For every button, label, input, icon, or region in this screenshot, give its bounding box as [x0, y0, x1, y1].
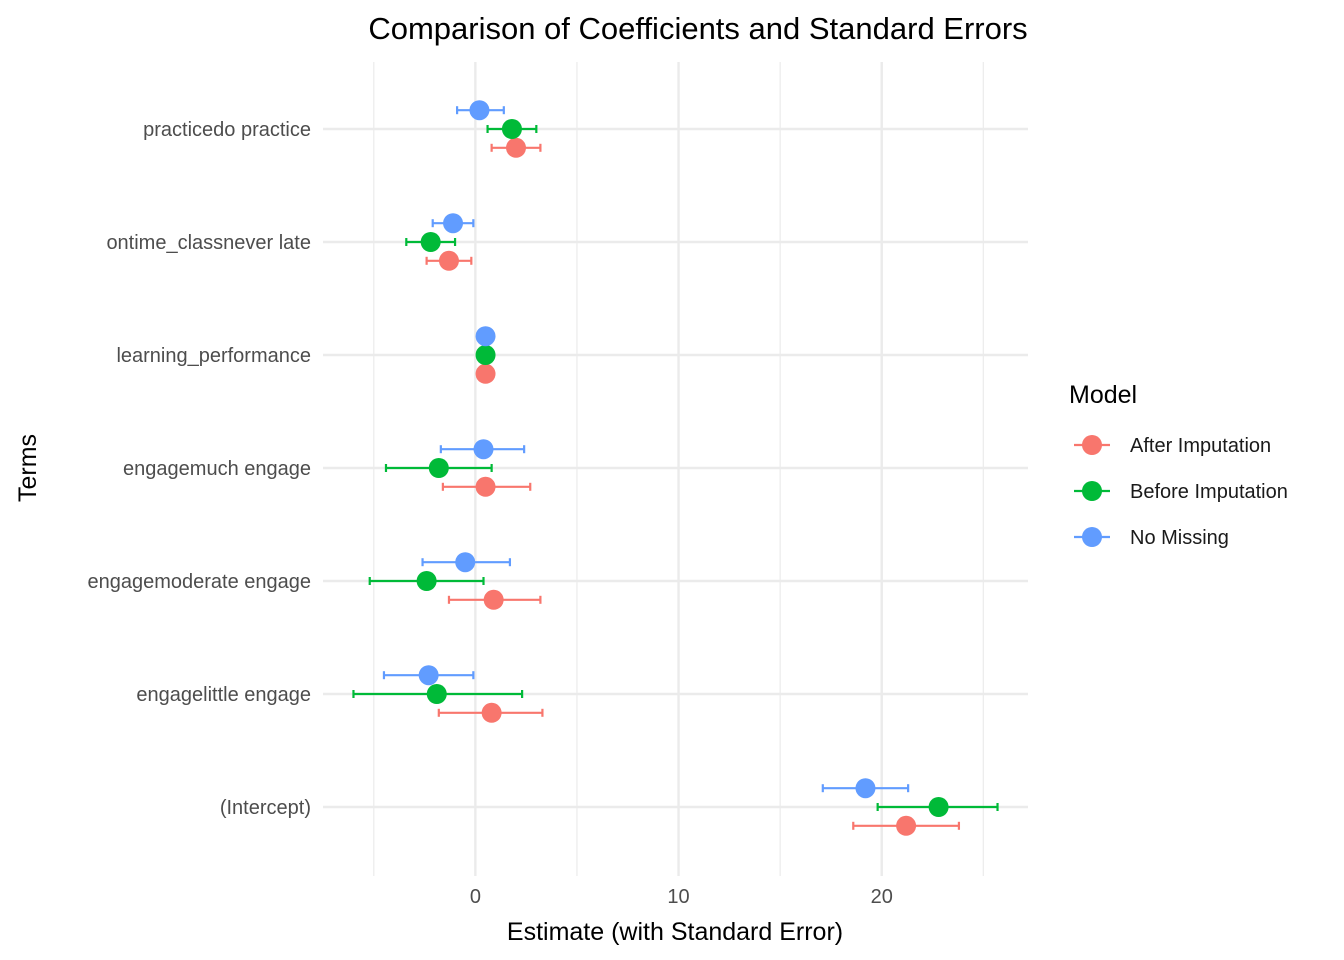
estimate-point — [896, 815, 917, 836]
series-2 — [382, 100, 910, 799]
estimate-point — [483, 589, 504, 610]
estimate-point — [418, 665, 439, 686]
estimate-point — [475, 345, 496, 365]
estimate-point — [506, 137, 527, 158]
legend-title: Model — [1069, 381, 1137, 409]
estimate-point — [475, 326, 496, 347]
estimate-point — [438, 250, 459, 271]
estimate-point — [475, 363, 496, 384]
estimate-point — [928, 797, 949, 817]
x-tick-label: 10 — [667, 886, 689, 908]
legend: Model After Imputation Before Imputation N… — [1069, 381, 1288, 549]
y-tick-label: practicedo practice — [143, 119, 311, 141]
y-tick-label: engagemoderate engage — [87, 571, 311, 593]
y-axis-title: Terms — [14, 434, 42, 502]
legend-key-point — [1082, 481, 1102, 501]
series-1 — [352, 119, 999, 817]
x-tick-label: 0 — [470, 886, 481, 908]
legend-item: No Missing — [1074, 527, 1229, 549]
estimate-point — [416, 571, 437, 591]
legend-item: Before Imputation — [1074, 481, 1288, 503]
estimate-point — [475, 476, 496, 497]
chart-title: Comparison of Coefficients and Standard … — [368, 11, 1027, 46]
y-tick-label: engagemuch engage — [123, 458, 311, 480]
legend-label: After Imputation — [1130, 435, 1271, 457]
legend-key-point — [1082, 527, 1102, 547]
y-tick-label: (Intercept) — [220, 797, 311, 819]
estimate-point — [469, 100, 490, 121]
estimate-point — [855, 778, 876, 799]
legend-label: Before Imputation — [1130, 481, 1288, 503]
y-tick-labels: (Intercept) engagelittle engage engagemode… — [87, 119, 311, 819]
series-0 — [425, 137, 961, 836]
legend-items: After Imputation Before Imputation No Miss… — [1074, 435, 1288, 549]
marks-layer — [352, 100, 999, 836]
estimate-point — [426, 684, 447, 704]
legend-key-point — [1082, 435, 1102, 455]
legend-item: After Imputation — [1074, 435, 1271, 457]
estimate-point — [473, 439, 494, 460]
estimate-point — [443, 213, 464, 234]
legend-label: No Missing — [1130, 527, 1229, 549]
estimate-point — [420, 232, 441, 252]
x-tick-labels: 0 10 20 — [470, 886, 893, 908]
estimate-point — [501, 119, 522, 139]
x-axis-title: Estimate (with Standard Error) — [507, 918, 843, 946]
y-tick-label: engagelittle engage — [136, 684, 311, 706]
y-tick-label: ontime_classnever late — [106, 232, 311, 254]
estimate-point — [455, 552, 476, 573]
x-tick-label: 20 — [871, 886, 893, 908]
estimate-point — [428, 458, 449, 478]
estimate-point — [481, 702, 502, 723]
y-tick-label: learning_performance — [116, 345, 311, 367]
